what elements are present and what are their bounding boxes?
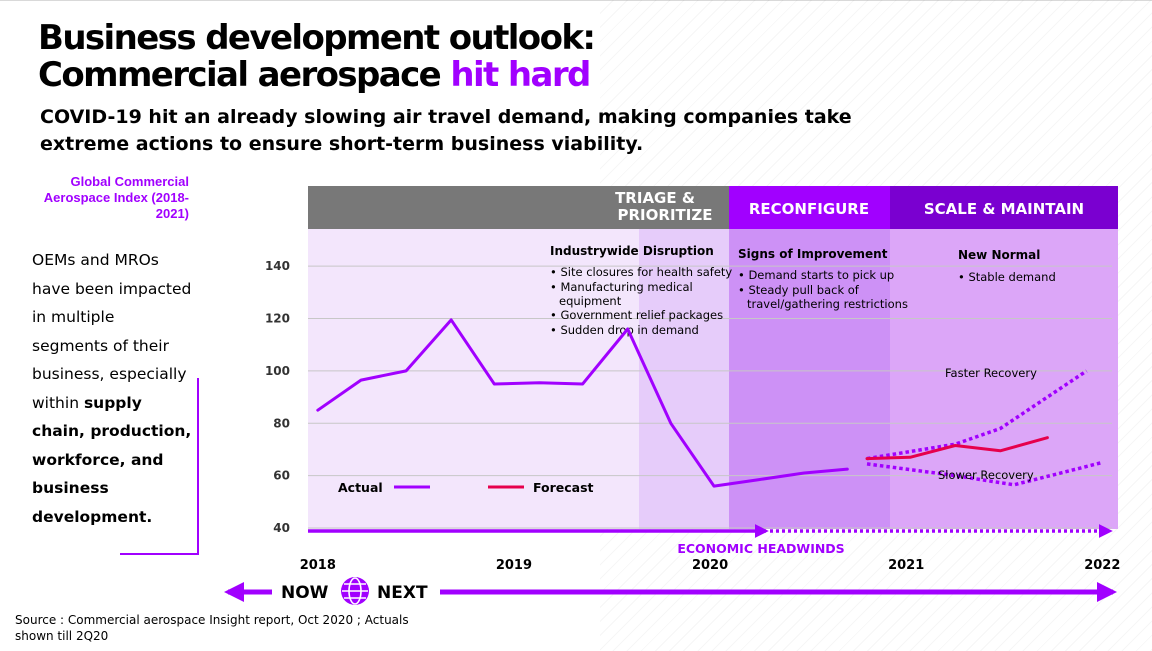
headwinds-label: ECONOMIC HEADWINDS [677,541,844,556]
page-title: Business development outlook: Commercial… [38,18,596,95]
title-line-2: Commercial aerospace [38,55,451,95]
phase-headers: TRIAGE & PRIORITIZE RECONFIGURE SCALE & … [308,186,1118,229]
phase-label-triage-2: PRIORITIZE [618,206,713,224]
series-slower-recovery-line [866,460,1103,487]
x-tick-label: 2022 [1084,558,1120,573]
phase-label-triage-1: TRIAGE & [615,189,695,207]
annotation-heading: Signs of Improvement [738,247,888,261]
series-actual-line [316,318,849,488]
y-tick-label: 120 [265,312,290,326]
gridlines [308,265,1112,529]
phase-label-reconfigure: RECONFIGURE [749,200,869,218]
phase-label-scale: SCALE & MAINTAIN [924,200,1084,218]
series-faster-recovery-line [866,369,1088,461]
top-divider [0,0,1152,1]
slower-recovery-label: Slower Recovery [938,468,1034,482]
annotation-bullet: • Demand starts to pick up [738,268,894,282]
legend: Actual Forecast [338,480,594,495]
y-tick-label: 140 [265,259,290,273]
phase-header-scale [890,186,1118,229]
legend-actual-label: Actual [338,480,383,495]
annotation-bullet: • Manufacturing medical [550,280,693,294]
y-tick-label: 80 [273,416,290,430]
index-label: Global Commercial Aerospace Index (2018-… [43,174,189,221]
series-forecast-line [865,436,1049,461]
phase-header-gray [308,186,729,229]
phase-bg-scale [890,229,1118,529]
side-text-plain: OEMs and MROs have been impacted in mult… [32,251,192,412]
side-accent-bar [197,378,199,554]
annotation-bullet: equipment [559,294,622,308]
side-description: OEMs and MROs have been impacted in mult… [32,246,192,531]
annotation-bullet: • Site closures for health safety [550,265,732,279]
page-subtitle: COVID-19 hit an already slowing air trav… [40,106,852,155]
now-next-bar: NOW NEXT [224,577,1117,605]
next-label: NEXT [377,583,428,603]
annotation-heading: Industrywide Disruption [550,244,714,258]
x-tick-label: 2020 [692,558,728,573]
legend-forecast-label: Forecast [533,480,594,495]
x-tick-label: 2019 [496,558,532,573]
annotation-heading: New Normal [958,248,1040,262]
faster-recovery-label: Faster Recovery [945,366,1037,380]
phase-header-reconfigure [729,186,890,229]
x-axis-ticks: 2018 2019 2020 2021 2022 [300,558,1121,573]
x-tick-label: 2018 [300,558,336,573]
x-tick-label: 2021 [888,558,924,573]
annotation-disruption: Industrywide Disruption • Site closures … [550,244,732,337]
annotation-bullet: • Government relief packages [550,308,723,322]
title-line-1: Business development outlook: [38,18,596,58]
y-tick-label: 100 [265,364,290,378]
side-accent-underline [120,553,199,555]
series-layer [316,318,1103,488]
source-note: Source : Commercial aerospace Insight re… [15,613,409,643]
annotation-bullet: • Steady pull back of [738,283,860,297]
headwinds-arrow: ECONOMIC HEADWINDS [308,524,1113,556]
annotation-new-normal: New Normal • Stable demand [958,248,1056,284]
side-text-bold: supply chain, production, workforce, and… [32,393,192,526]
annotation-bullet: • Stable demand [958,270,1056,284]
y-tick-label: 40 [273,521,290,535]
phase-bg-triage [639,229,729,529]
now-label: NOW [281,583,329,603]
annotation-improvement: Signs of Improvement • Demand starts to … [738,247,908,311]
y-axis-ticks: 40 60 80 100 120 140 [265,259,290,535]
title-accent: hit hard [450,55,591,95]
y-tick-label: 60 [273,469,290,483]
globe-icon [341,577,369,605]
annotation-bullet: travel/gathering restrictions [747,297,908,311]
